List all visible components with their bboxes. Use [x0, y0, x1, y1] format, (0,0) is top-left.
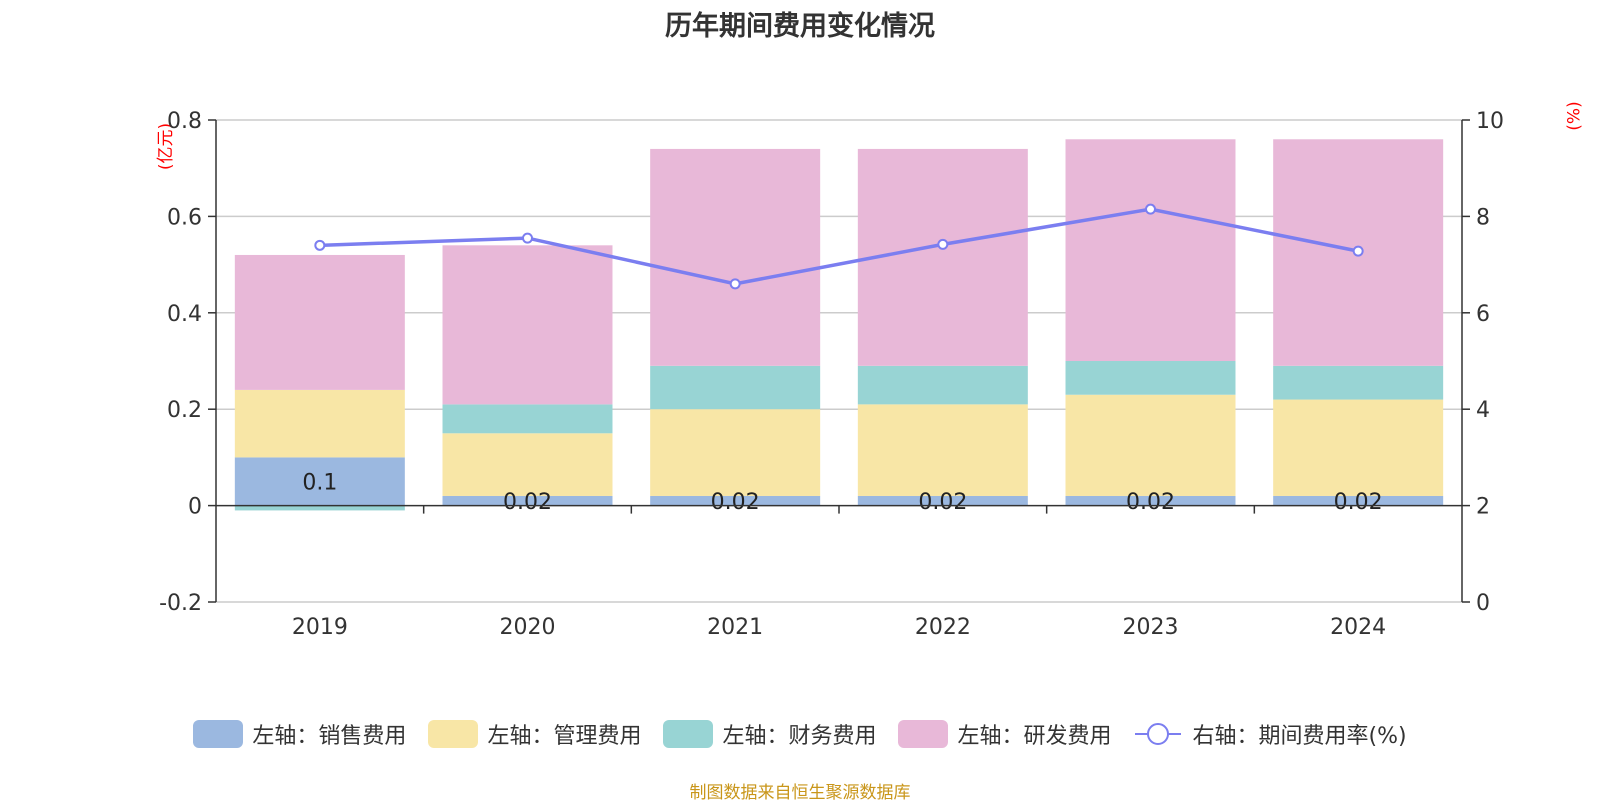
legend: 左轴：销售费用 左轴：管理费用 左轴：财务费用 左轴：研发费用 右轴：期间费用率… [0, 718, 1600, 750]
legend-swatch-finance [663, 720, 714, 748]
bar-segment-admin [650, 409, 821, 496]
x-tick-label: 2022 [915, 615, 971, 640]
x-tick-label: 2021 [707, 615, 763, 640]
sales-data-label: 0.02 [711, 490, 760, 515]
right-tick-label: 10 [1476, 109, 1504, 134]
sales-data-label: 0.1 [302, 471, 337, 496]
left-tick-label: 0.4 [167, 302, 202, 327]
legend-swatch-admin [428, 720, 479, 748]
bar-segment-rd [650, 148, 821, 366]
x-tick-label: 2020 [500, 615, 556, 640]
bar-segment-sales [234, 457, 405, 506]
legend-label-rd: 左轴：研发费用 [957, 724, 1112, 749]
legend-label-sales: 左轴：销售费用 [252, 724, 407, 749]
legend-item-rd[interactable]: 左轴：研发费用 [898, 718, 1111, 750]
bar-segment-rd [857, 148, 1028, 366]
expense-rate-point [314, 239, 326, 251]
legend-line-marker-icon [1135, 723, 1182, 745]
left-tick-label: 0.6 [167, 205, 202, 230]
expense-rate-point [729, 278, 741, 290]
bar-segment-admin [442, 433, 613, 496]
bar-segment-sales [857, 495, 1028, 506]
legend-item-sales[interactable]: 左轴：销售费用 [193, 718, 406, 750]
right-tick-label: 0 [1476, 591, 1490, 616]
legend-swatch-sales [193, 720, 244, 748]
bar-segment-rd [1065, 139, 1236, 361]
legend-item-finance[interactable]: 左轴：财务费用 [663, 718, 876, 750]
data-source-note: 制图数据来自恒生聚源数据库 [689, 783, 911, 803]
right-tick-label: 2 [1476, 495, 1490, 520]
right-tick-label: 8 [1476, 205, 1490, 230]
sales-data-label: 0.02 [503, 490, 552, 515]
left-tick-label: 0.8 [167, 109, 202, 134]
bar-segment-admin [857, 404, 1028, 496]
bar-segment-finance [857, 365, 1028, 405]
sales-data-label: 0.02 [918, 490, 967, 515]
expense-rate-point [522, 232, 533, 244]
expense-rate-line [319, 207, 1359, 286]
right-tick-label: 4 [1476, 398, 1490, 423]
legend-label-expense-rate: 右轴：期间费用率(%) [1192, 724, 1407, 749]
bar-segment-admin [1273, 399, 1444, 496]
bar-segment-admin [234, 389, 405, 458]
chart-title: 历年期间费用变化情况 [665, 11, 935, 42]
legend-item-admin[interactable]: 左轴：管理费用 [428, 718, 641, 750]
bar-segment-rd [234, 254, 405, 390]
legend-item-expense-rate[interactable]: 右轴：期间费用率(%) [1133, 718, 1407, 750]
bar-segment-rd [442, 245, 613, 405]
expense-rate-point [1352, 245, 1364, 257]
bar-segment-admin [1065, 394, 1236, 496]
legend-swatch-rd [898, 720, 949, 748]
legend-label-admin: 左轴：管理费用 [487, 724, 642, 749]
left-tick-label: -0.2 [159, 591, 202, 616]
sales-data-label: 0.02 [1126, 490, 1175, 515]
x-tick-label: 2024 [1330, 615, 1386, 640]
left-tick-label: 0.2 [167, 398, 202, 423]
bar-segment-sales [650, 495, 821, 506]
expense-rate-point [937, 238, 949, 250]
bar-segment-sales [1065, 495, 1236, 506]
x-tick-label: 2023 [1123, 615, 1179, 640]
bar-segment-sales [442, 495, 613, 506]
sales-data-label: 0.02 [1334, 490, 1383, 515]
bar-segment-sales [1273, 495, 1444, 506]
expense-rate-point [1145, 203, 1156, 215]
bar-segment-finance [1065, 361, 1236, 395]
left-tick-label: 0 [188, 495, 202, 520]
bar-segment-finance [234, 505, 405, 511]
bar-segment-finance [650, 365, 821, 410]
bar-segment-finance [1273, 365, 1444, 400]
bar-segment-finance [442, 404, 613, 434]
right-tick-label: 6 [1476, 302, 1490, 327]
x-tick-label: 2019 [292, 615, 348, 640]
legend-label-finance: 左轴：财务费用 [722, 724, 877, 749]
